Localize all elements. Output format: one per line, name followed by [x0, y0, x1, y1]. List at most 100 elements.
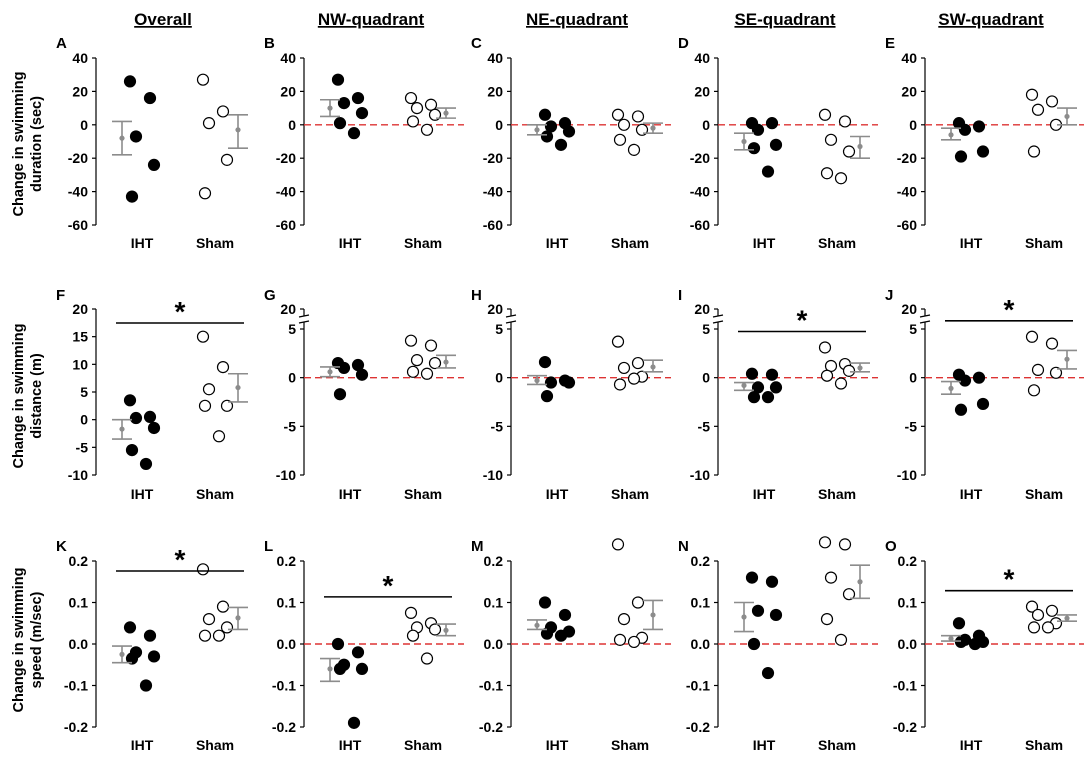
mean-marker-sham [857, 365, 863, 371]
data-point-iht [125, 444, 139, 457]
mean-marker-sham [857, 579, 863, 585]
y-tick-label: -5 [491, 418, 504, 434]
y-tick-label: -0.1 [479, 678, 503, 694]
panel-letter: L [264, 538, 273, 555]
y-tick-label: 0.2 [484, 553, 504, 569]
mean-marker-iht [327, 369, 333, 375]
y-tick-label: -0.1 [686, 678, 710, 694]
y-tick-label: -10 [690, 467, 710, 483]
y-tick-label: 40 [72, 50, 88, 66]
panel-letter: H [471, 287, 482, 304]
data-point-iht [976, 397, 990, 411]
category-label-iht: IHT [546, 737, 569, 753]
data-point-iht [751, 123, 765, 136]
data-point-sham [820, 369, 834, 382]
axis-break-mark [298, 314, 310, 318]
data-point-iht [562, 125, 576, 138]
axis-break-mark [505, 320, 517, 324]
data-point-iht [347, 716, 361, 729]
data-point-sham [410, 101, 424, 115]
data-point-iht [538, 355, 552, 369]
y-tick-label: 0.2 [277, 553, 297, 569]
y-tick-label: 0 [288, 370, 296, 386]
data-point-sham [613, 133, 627, 146]
data-point-iht [954, 150, 968, 163]
data-point-sham [420, 652, 434, 665]
y-tick-label: -5 [905, 418, 918, 434]
panel-letter: E [885, 35, 895, 52]
data-point-sham [202, 117, 216, 130]
data-point-iht [976, 145, 990, 158]
column-title-nw: NW-quadrant [318, 10, 425, 29]
mean-marker-iht [741, 614, 747, 620]
data-point-iht [540, 627, 554, 640]
y-tick-label: 10 [72, 356, 88, 372]
panel-F: F 20 15 10 5 0 -5 -10 IHT Sham * [56, 287, 248, 502]
category-label-sham: Sham [611, 737, 649, 753]
data-point-iht [765, 117, 779, 130]
y-tick-label: 20 [280, 83, 296, 99]
data-point-sham [198, 187, 212, 200]
data-point-sham [420, 123, 434, 136]
data-point-sham [212, 430, 226, 443]
mean-marker-iht [741, 138, 747, 145]
mean-marker-iht [948, 132, 954, 138]
panel-B: B 40 20 0 -20 -40 -60 IHT Sham [264, 35, 464, 251]
y-tick-label: 0.2 [69, 553, 89, 569]
data-point-iht [747, 391, 761, 404]
category-label-sham: Sham [1025, 486, 1063, 502]
category-label-sham: Sham [196, 486, 234, 502]
panel-H: H 20 5 0 -5 -10 IHT Sham [471, 287, 671, 502]
data-point-sham [1031, 608, 1045, 622]
panel-D: D 40 20 0 -20 -40 -60 IHT Sham [678, 35, 878, 251]
y-tick-label: 20 [694, 83, 710, 99]
category-label-iht: IHT [960, 737, 983, 753]
y-tick-label: -40 [276, 184, 296, 200]
category-label-sham: Sham [196, 737, 234, 753]
data-point-sham [820, 612, 834, 626]
data-point-iht [333, 388, 347, 401]
y-tick-label: -0.1 [893, 678, 917, 694]
data-point-iht [333, 117, 347, 130]
data-point-sham [216, 105, 230, 118]
data-point-sham [613, 378, 627, 391]
y-tick-label: 0.1 [484, 595, 504, 611]
data-point-sham [834, 633, 848, 646]
y-tick-label: -40 [68, 184, 88, 200]
y-tick-label: 0 [495, 370, 503, 386]
data-point-sham [406, 115, 420, 128]
y-tick-label: 0 [909, 370, 917, 386]
y-tick-label: -60 [68, 217, 88, 233]
significance-star: * [175, 544, 186, 575]
category-label-iht: IHT [546, 235, 569, 251]
data-point-iht [355, 107, 369, 120]
mean-marker-sham [235, 384, 241, 391]
data-point-sham [627, 372, 641, 385]
panel-N: N0.2 0.1 0.0 -0.1 -0.2 IHT Sham [678, 536, 878, 753]
data-point-iht [129, 130, 143, 143]
significance-star: * [797, 304, 808, 335]
data-point-iht [751, 604, 765, 617]
data-point-sham [818, 108, 832, 121]
data-point-iht [554, 629, 568, 642]
significance-star: * [175, 296, 186, 327]
y-tick-label: -0.1 [272, 678, 296, 694]
data-point-iht [139, 457, 153, 471]
data-point-sham [631, 596, 645, 609]
mean-marker-iht [534, 377, 540, 384]
row-label-speed-line1: Change in swimming [11, 567, 27, 712]
data-point-sham [202, 383, 216, 396]
y-tick-label: -10 [897, 467, 917, 483]
y-tick-label: 5 [702, 321, 710, 337]
data-point-iht [143, 629, 157, 642]
y-tick-label: 20 [280, 301, 296, 317]
category-label-sham: Sham [818, 486, 856, 502]
y-tick-label: 0 [702, 117, 710, 133]
y-tick-label: -60 [690, 217, 710, 233]
axis-break-mark [919, 320, 931, 324]
data-point-iht [351, 646, 365, 659]
data-point-sham [220, 153, 234, 166]
data-point-iht [351, 91, 365, 105]
data-point-iht [123, 394, 137, 407]
axis-break-mark [712, 320, 724, 324]
